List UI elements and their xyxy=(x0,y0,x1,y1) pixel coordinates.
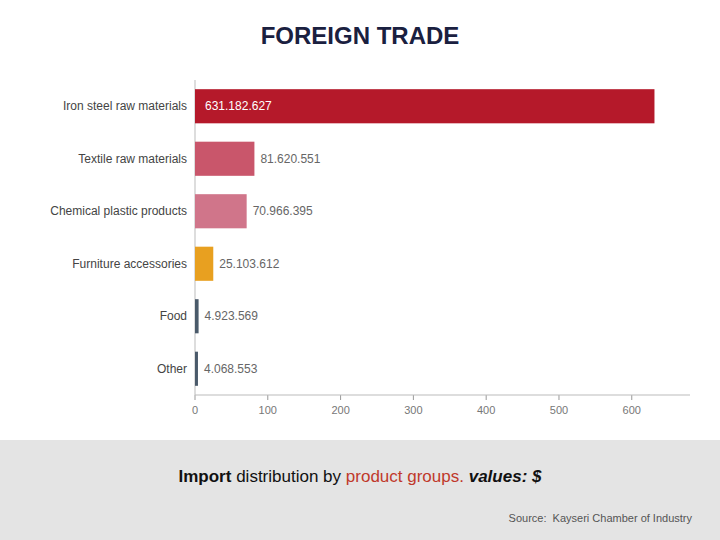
x-tick xyxy=(631,395,632,400)
category-label: Furniture accessories xyxy=(72,257,187,271)
x-axis: 0 100 200 300 400 500 600 xyxy=(192,395,690,416)
footer-text: Importdistribution by product groups. valu… xyxy=(179,467,543,486)
category-label: Textile raw materials xyxy=(78,152,187,166)
bars xyxy=(195,89,654,386)
bar xyxy=(195,299,199,333)
category-label: Iron steel raw materials xyxy=(63,99,187,113)
bar xyxy=(195,142,254,176)
data-label: 70.966.395 xyxy=(253,204,313,218)
bar xyxy=(195,247,213,281)
x-tick xyxy=(340,395,341,400)
x-tick-label: 600 xyxy=(623,404,641,416)
x-axis-line xyxy=(195,395,690,396)
x-tick xyxy=(558,395,559,400)
bar xyxy=(195,352,198,386)
footer-part: distribution by xyxy=(236,467,341,486)
data-label: 631.182.627 xyxy=(205,99,272,113)
x-tick xyxy=(486,395,487,400)
x-tick-label: 500 xyxy=(550,404,568,416)
x-tick xyxy=(195,395,196,400)
x-tick-label: 200 xyxy=(331,404,349,416)
footer-part: product groups. xyxy=(346,467,464,486)
x-tick xyxy=(413,395,414,400)
data-label: 4.923.569 xyxy=(205,309,259,323)
x-tick-label: 100 xyxy=(259,404,277,416)
category-label: Chemical plastic products xyxy=(50,204,187,218)
bar xyxy=(195,89,654,123)
x-tick xyxy=(267,395,268,400)
category-label: Other xyxy=(157,362,187,376)
x-tick-label: 0 xyxy=(192,404,198,416)
category-label: Food xyxy=(160,309,187,323)
data-label: 81.620.551 xyxy=(260,152,320,166)
footer-band xyxy=(0,440,720,540)
y-axis-line xyxy=(195,80,196,395)
footer-part: Import xyxy=(179,467,232,486)
footer-part: values: $ xyxy=(469,467,542,486)
chart: FOREIGN TRADE 0 100 200 300 400 500 600 Iron ste… xyxy=(0,0,720,540)
source-text: Source: Kayseri Chamber of Industry xyxy=(509,512,693,524)
title: FOREIGN TRADE xyxy=(261,22,460,49)
bar xyxy=(195,194,247,228)
data-label: 25.103.612 xyxy=(219,257,279,271)
labels: Iron steel raw materials 631.182.627 Texti… xyxy=(50,99,321,376)
x-tick-label: 300 xyxy=(404,404,422,416)
data-label: 4.068.553 xyxy=(204,362,258,376)
x-tick-label: 400 xyxy=(477,404,495,416)
background xyxy=(0,0,720,540)
